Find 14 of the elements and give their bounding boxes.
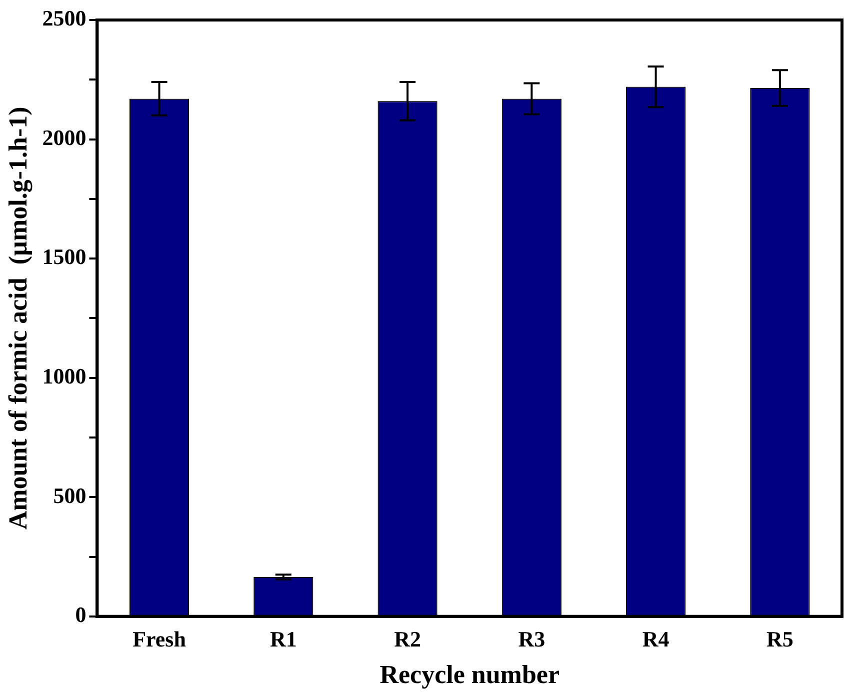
- x-tick-label: Fresh: [132, 626, 186, 652]
- y-tick-label: 0: [75, 602, 86, 628]
- x-tick-label: R1: [270, 626, 297, 652]
- x-tick-label: R2: [394, 626, 421, 652]
- x-axis-title: Recycle number: [380, 660, 560, 690]
- x-tick-label: R4: [642, 626, 670, 652]
- y-tick-label: 2500: [42, 6, 86, 31]
- y-tick-label: 500: [53, 482, 86, 508]
- x-tick-label: R3: [518, 626, 546, 652]
- y-tick-label: 1000: [42, 364, 86, 389]
- x-tick-label: R5: [766, 626, 794, 652]
- y-axis-title: Amount of formic acid (µmol.g-1.h-1): [3, 106, 32, 530]
- y-tick-label: 2000: [42, 124, 86, 150]
- y-tick-label: 1500: [42, 244, 86, 270]
